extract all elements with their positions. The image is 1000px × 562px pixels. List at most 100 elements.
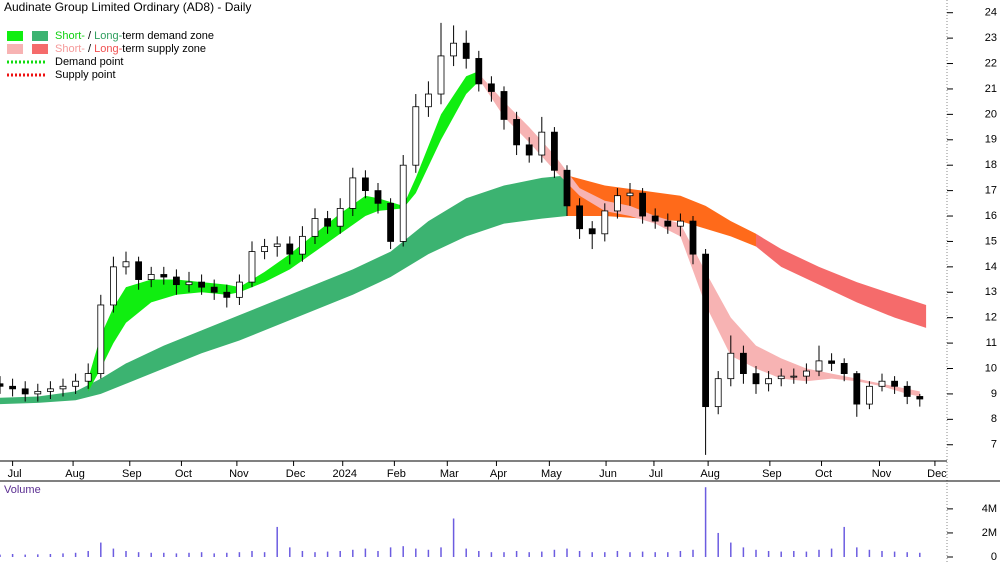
candle-body — [72, 380, 79, 387]
volume-bar — [805, 551, 808, 557]
legend-text-part: Long- — [94, 30, 122, 42]
volume-bar — [742, 547, 745, 557]
candle-body — [47, 388, 54, 392]
candle-body — [223, 291, 231, 298]
x-tick-label: Aug — [65, 468, 85, 480]
candle-body — [324, 218, 332, 227]
candle-body — [248, 251, 256, 283]
candle-body — [803, 370, 810, 377]
volume-bar — [389, 547, 392, 557]
volume-bar — [377, 550, 379, 557]
volume-bar — [553, 549, 556, 557]
volume-bar — [415, 548, 417, 557]
candle-body — [689, 220, 697, 255]
volume-bar — [263, 552, 266, 557]
candle-body — [601, 210, 609, 235]
y-tick-label: 10 — [985, 362, 997, 374]
volume-bar — [490, 552, 493, 557]
candle-body — [349, 177, 357, 209]
volume-bar — [893, 551, 896, 557]
volume-bar — [402, 546, 404, 557]
volume-bar — [919, 552, 921, 557]
candle-body — [0, 383, 4, 387]
legend-label: Short- / Long-term supply zone — [55, 43, 206, 55]
volume-bar — [427, 549, 430, 557]
candle-body — [727, 352, 735, 380]
candle-body — [261, 246, 269, 253]
volume-bar — [629, 552, 631, 557]
legend-label: Supply point — [55, 69, 116, 81]
candle-body — [172, 276, 180, 286]
y-tick-label: 21 — [985, 83, 997, 95]
volume-bar — [793, 550, 795, 557]
volume-bar — [352, 549, 354, 557]
legend-text-part: Supply point — [55, 69, 116, 81]
legend-swatch — [32, 44, 48, 54]
candle-body — [475, 58, 483, 85]
y-tick-label: 14 — [985, 261, 997, 273]
volume-bar — [528, 552, 530, 557]
volume-bar — [704, 487, 707, 557]
volume-bar — [515, 550, 518, 557]
candle-body — [500, 91, 508, 120]
candle-body — [34, 390, 42, 395]
volume-bar — [87, 550, 89, 557]
y-tick-label: 8 — [991, 413, 997, 425]
candle-body — [135, 261, 143, 280]
legend-swatch — [7, 44, 23, 54]
volume-bar — [339, 550, 341, 557]
candle-body — [450, 42, 458, 57]
legend-label: Short- / Long-term demand zone — [55, 30, 214, 42]
volume-bar — [616, 550, 619, 557]
candle-body — [110, 266, 117, 306]
candle-body — [903, 385, 911, 397]
candle-body — [374, 190, 382, 204]
candle-body — [122, 261, 130, 268]
candle-body — [311, 218, 319, 237]
y-tick-label: 16 — [985, 210, 997, 222]
candle-body — [840, 363, 848, 374]
y-tick-label: 13 — [985, 286, 997, 298]
y-tick-label: 22 — [985, 57, 997, 69]
y-tick-label: 23 — [985, 32, 997, 44]
volume-bar — [200, 552, 203, 557]
volume-bar — [440, 547, 442, 557]
candle-body — [462, 42, 470, 59]
volume-bar — [301, 550, 304, 557]
volume-bar — [566, 548, 568, 557]
x-tick-label: Dec — [927, 468, 947, 480]
volume-bar — [150, 552, 152, 557]
candle-body — [84, 373, 92, 382]
volume-bar — [843, 526, 845, 557]
volume-bar — [125, 550, 127, 557]
candle-body — [437, 55, 445, 95]
volume-bar — [868, 549, 871, 557]
volume-bar — [478, 550, 480, 557]
candle-body — [235, 281, 243, 298]
zone — [756, 233, 927, 328]
y-tick-label: 2M — [982, 527, 997, 539]
volume-bar — [314, 552, 316, 557]
volume-bar — [226, 552, 228, 557]
volume-bar — [667, 552, 669, 557]
candle-body — [361, 177, 369, 192]
y-tick-label: 15 — [985, 235, 997, 247]
candle-body — [878, 380, 886, 387]
candle-body — [387, 202, 395, 242]
legend-text-part: Short- — [55, 43, 85, 55]
candle-body — [891, 380, 898, 387]
y-tick-label: 18 — [985, 159, 997, 171]
candle-body — [412, 106, 420, 166]
volume-bar — [830, 548, 833, 557]
volume-bar — [465, 548, 467, 557]
volume-bar — [906, 552, 908, 557]
legend-text-part: Demand point — [55, 56, 124, 68]
y-tick-label: 12 — [985, 312, 997, 324]
volume-bar — [818, 549, 820, 557]
volume-bar — [112, 548, 115, 557]
candle-body — [588, 228, 596, 235]
x-tick-label: Nov — [229, 468, 249, 480]
volume-bar — [692, 549, 694, 557]
volume-bar — [364, 548, 367, 557]
